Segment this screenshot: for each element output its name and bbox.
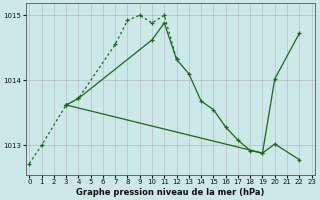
X-axis label: Graphe pression niveau de la mer (hPa): Graphe pression niveau de la mer (hPa) <box>76 188 265 197</box>
